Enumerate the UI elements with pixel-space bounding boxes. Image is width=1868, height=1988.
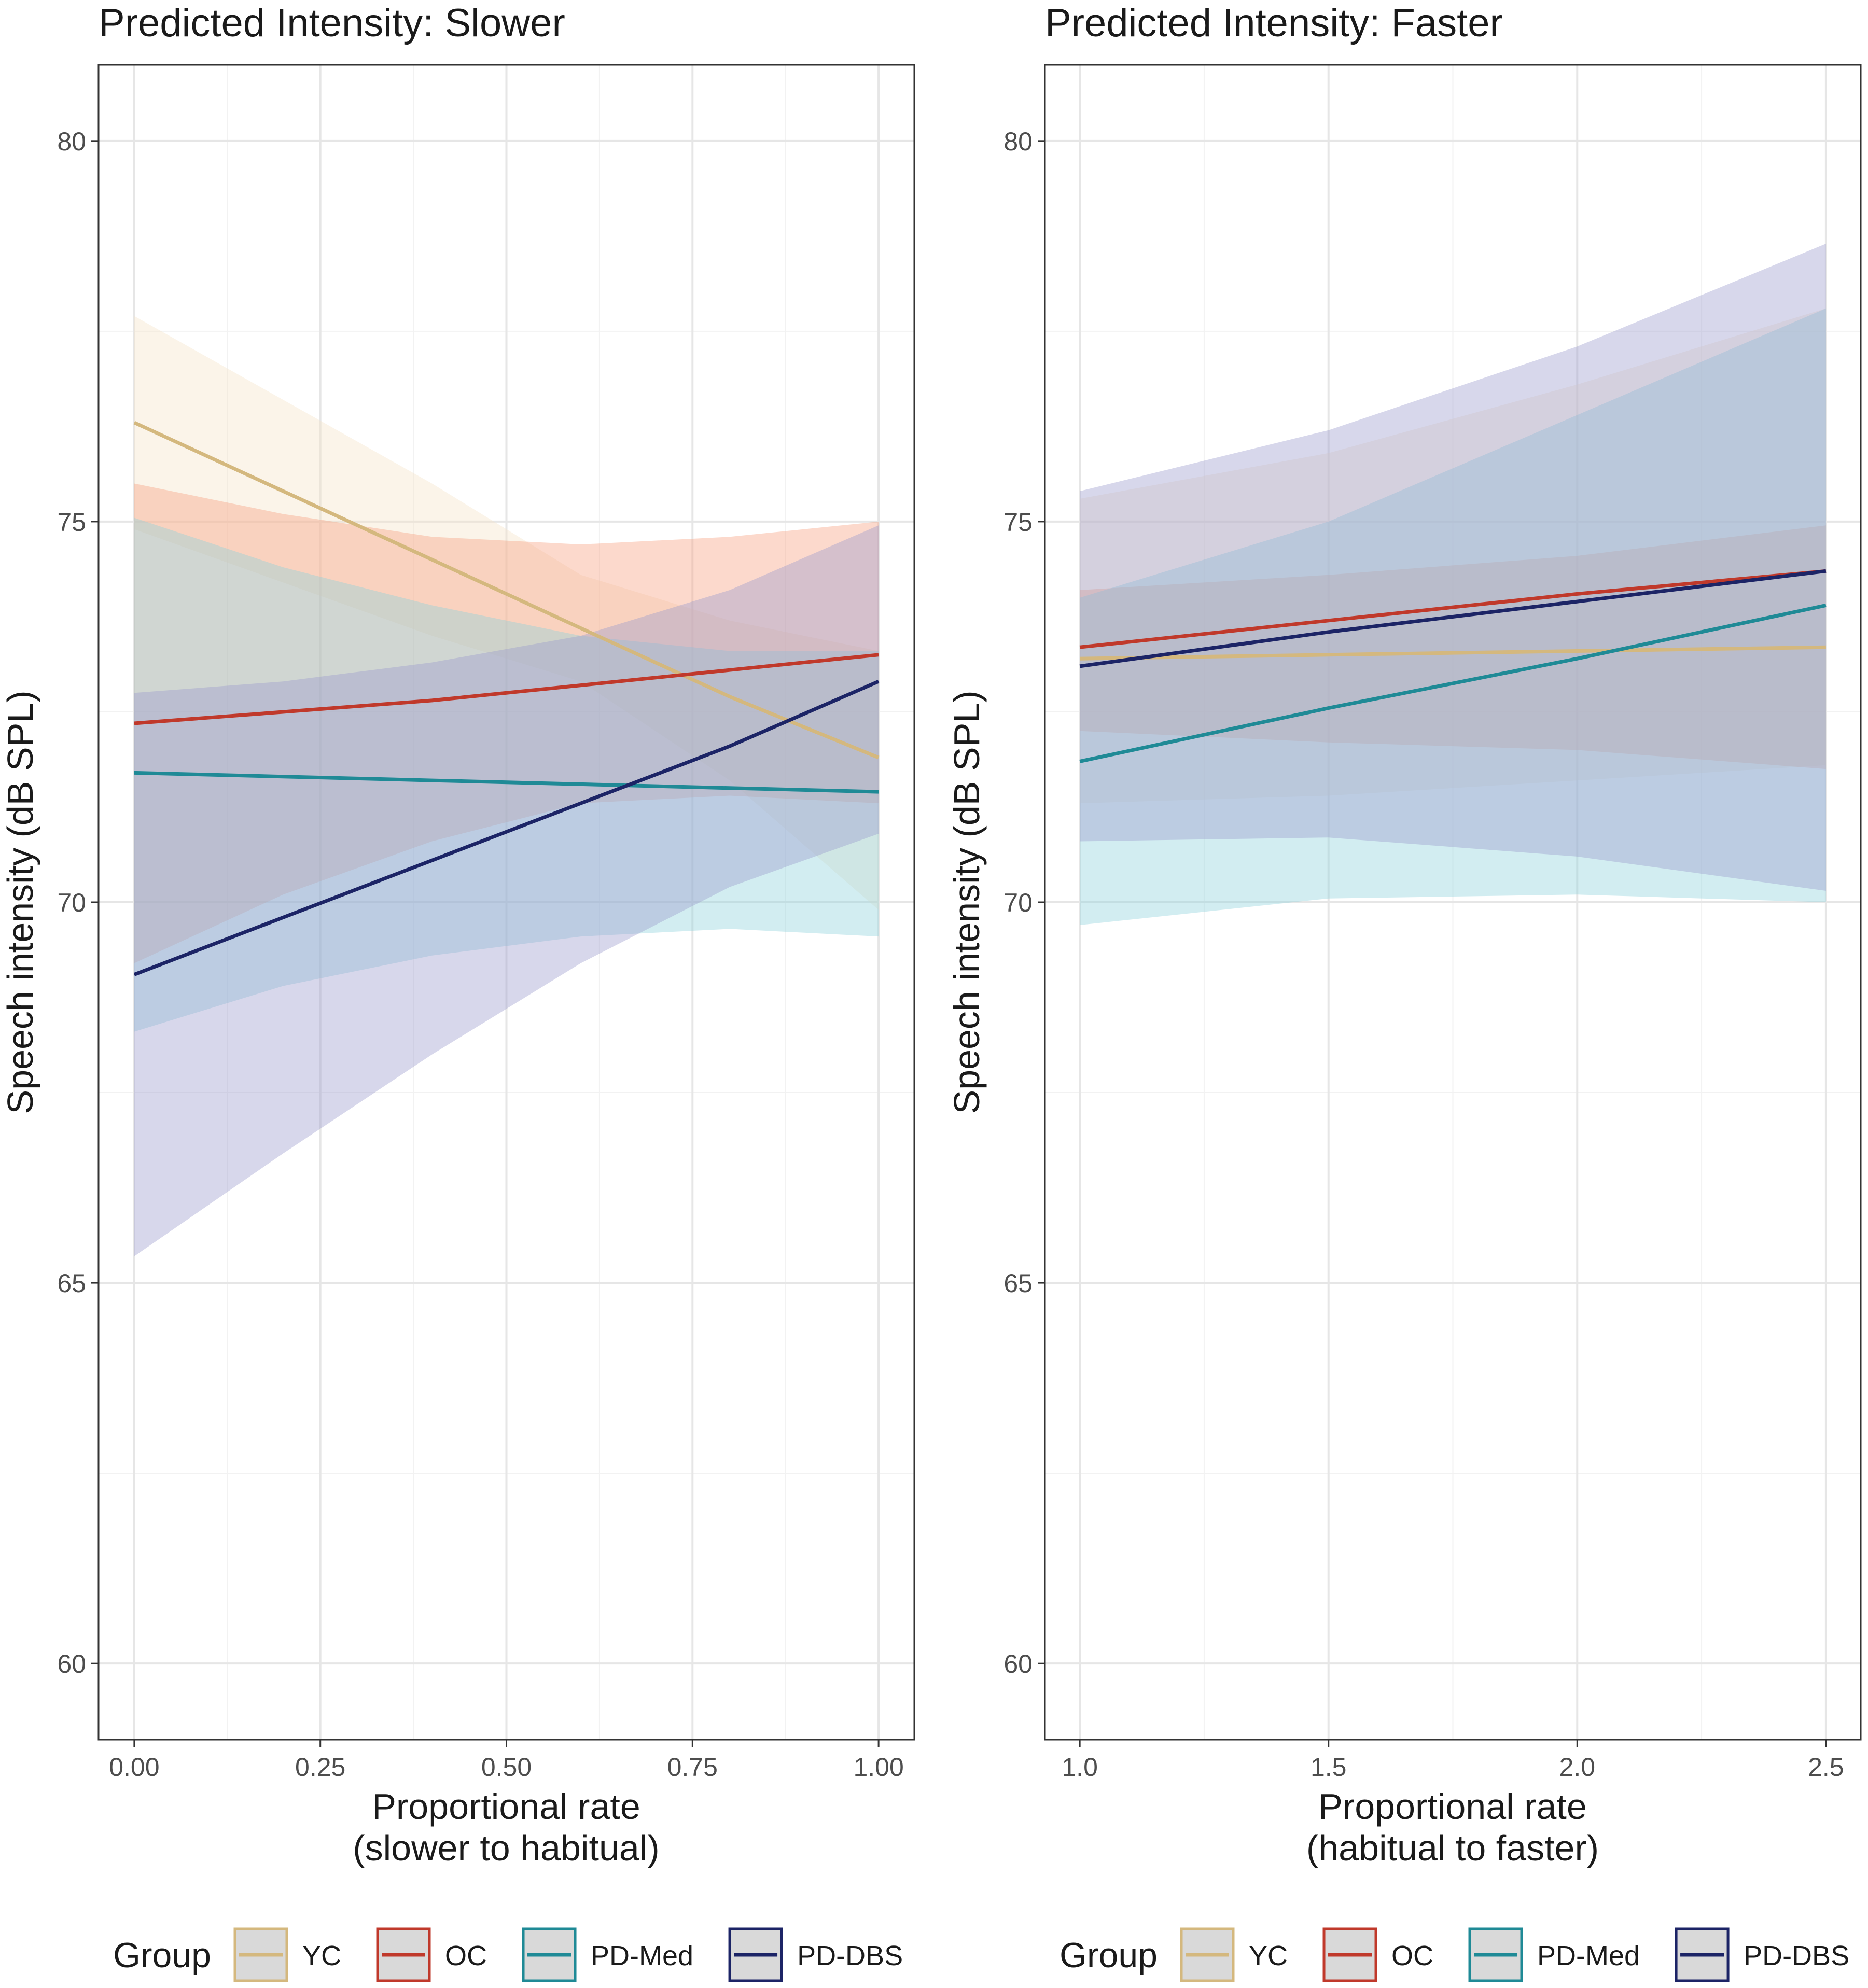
- y-ticks-slower: 60 65 70 75 80: [57, 127, 99, 1678]
- x-tick-label: 0.75: [667, 1753, 718, 1782]
- legend-key-oc: OC: [1322, 1927, 1433, 1982]
- y-tick-label: 80: [57, 127, 86, 156]
- x-tick-label: 1.00: [853, 1753, 903, 1782]
- gridlines-faster: [1045, 65, 1861, 1740]
- y-tick-label: 65: [1003, 1269, 1033, 1298]
- ci-band-yc: [134, 316, 879, 910]
- series-line-pd-med: [134, 771, 879, 794]
- x-tick-label: 1.5: [1311, 1753, 1347, 1782]
- series-line-oc: [1079, 569, 1827, 649]
- x-tick-label: 0.25: [295, 1753, 345, 1782]
- y-tick-label: 60: [1003, 1649, 1033, 1678]
- ci-band-yc: [1080, 308, 1826, 804]
- legend-label: OC: [1391, 1940, 1433, 1971]
- y-axis-label-slower: Speech intensity (dB SPL): [0, 690, 40, 1114]
- panel-title-slower: Predicted Intensity: Slower: [99, 1, 565, 45]
- panel-slower: Predicted Intensity: Slower 60 65 70 75 80 0…: [0, 1, 915, 1868]
- y-tick-label: 60: [57, 1649, 86, 1678]
- x-ticks-faster: 1.0 1.5 2.0 2.5: [1062, 1740, 1844, 1782]
- x-axis-label-slower-line2: (slower to habitual): [353, 1828, 659, 1868]
- ci-band-oc: [134, 483, 879, 963]
- y-tick-label: 70: [1003, 888, 1033, 917]
- x-tick-label: 2.0: [1559, 1753, 1596, 1782]
- y-ticks-faster: 60 65 70 75 80: [1003, 127, 1045, 1678]
- y-tick-label: 75: [57, 508, 86, 537]
- legend-label: PD-DBS: [1744, 1940, 1849, 1971]
- lines-slower: [133, 421, 880, 976]
- legend-label: YC: [1249, 1940, 1288, 1971]
- series-line-pd-dbs: [1079, 569, 1827, 668]
- y-axis-label-faster: Speech intensity (dB SPL): [946, 690, 987, 1114]
- legend-key-pd-dbs: PD-DBS: [728, 1927, 903, 1982]
- ci-band-pd-dbs: [1080, 244, 1826, 891]
- y-tick-label: 65: [57, 1269, 86, 1298]
- legend-key-pd-dbs: PD-DBS: [1675, 1927, 1849, 1982]
- series-line-yc: [1080, 645, 1826, 661]
- series-line-yc: [133, 421, 880, 760]
- series-line-oc: [134, 653, 879, 725]
- series-line-pd-dbs: [133, 679, 880, 976]
- x-axis-label-faster-line2: (habitual to faster): [1306, 1828, 1599, 1868]
- x-ticks-slower: 0.00 0.25 0.50 0.75 1.00: [109, 1740, 904, 1782]
- legend-label: PD-Med: [1537, 1940, 1640, 1971]
- legend-key-yc: YC: [1180, 1927, 1288, 1982]
- y-tick-label: 80: [1003, 127, 1033, 156]
- legend-faster: Group YC OC PD-Med PD-DBS: [1060, 1927, 1849, 1982]
- legend-label: PD-Med: [591, 1940, 693, 1971]
- series-line-pd-med: [1079, 603, 1827, 763]
- legend-key-pd-med: PD-Med: [1468, 1927, 1640, 1982]
- x-axis-label-slower-line1: Proportional rate: [372, 1786, 640, 1827]
- legend-key-oc: OC: [376, 1927, 487, 1982]
- x-tick-label: 0.50: [481, 1753, 532, 1782]
- y-tick-label: 75: [1003, 508, 1033, 537]
- legend-title: Group: [1060, 1936, 1158, 1975]
- legend-slower: Group YC OC PD-Med PD-DBS: [113, 1927, 903, 1982]
- y-tick-label: 70: [57, 888, 86, 917]
- x-tick-label: 1.0: [1062, 1753, 1098, 1782]
- legend-label: OC: [445, 1940, 487, 1971]
- legend-key-pd-med: PD-Med: [522, 1927, 693, 1982]
- legend-title: Group: [113, 1936, 211, 1975]
- x-axis-label-faster-line1: Proportional rate: [1318, 1786, 1587, 1827]
- legend-label: YC: [302, 1940, 341, 1971]
- panel-title-faster: Predicted Intensity: Faster: [1045, 1, 1503, 45]
- x-tick-label: 2.5: [1808, 1753, 1844, 1782]
- panel-faster: Predicted Intensity: Faster 60 65 70 75 80 1…: [946, 1, 1862, 1868]
- x-tick-label: 0.00: [109, 1753, 159, 1782]
- legend-key-yc: YC: [233, 1927, 341, 1982]
- ci-band-oc: [1080, 525, 1826, 769]
- lines-faster: [1079, 569, 1827, 763]
- legend-label: PD-DBS: [797, 1940, 903, 1971]
